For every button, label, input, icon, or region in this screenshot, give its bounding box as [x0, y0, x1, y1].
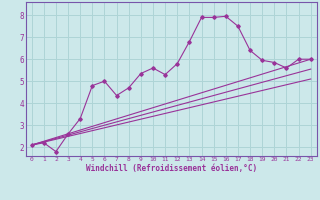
X-axis label: Windchill (Refroidissement éolien,°C): Windchill (Refroidissement éolien,°C) — [86, 164, 257, 173]
